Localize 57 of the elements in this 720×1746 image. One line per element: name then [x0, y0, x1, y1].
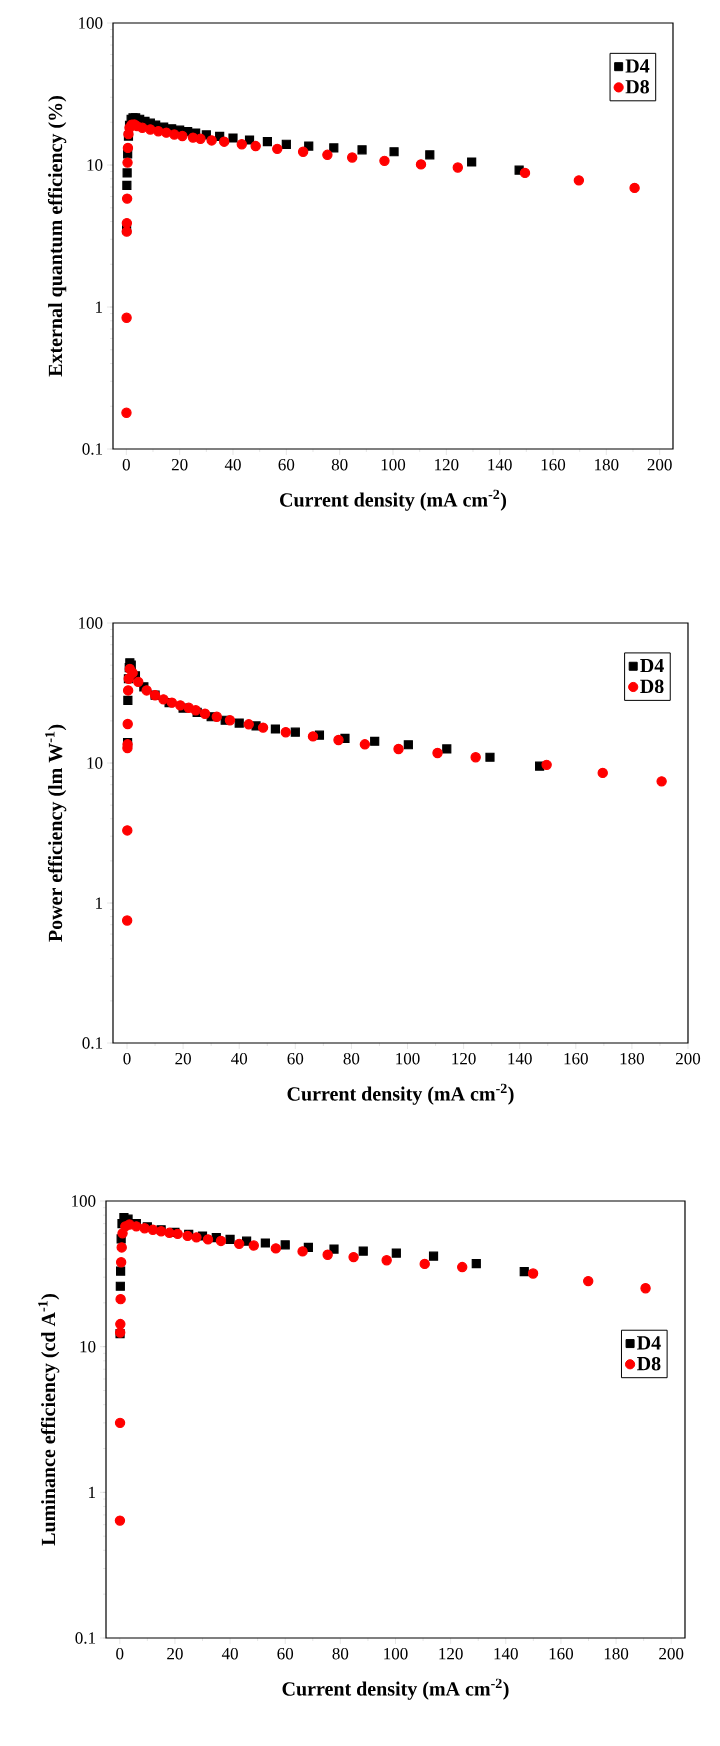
- y-tick-label: 1: [96, 897, 103, 909]
- y-tick-label: 0.1: [82, 1037, 103, 1049]
- x-tick-label: 20: [171, 458, 188, 471]
- y-tick-label: 0.1: [75, 1632, 96, 1644]
- x-tick-label: 160: [564, 1052, 588, 1065]
- y-axis-title: Luminance efficiency (cd A$^{-1}$): [38, 1294, 60, 1546]
- x-tick-label: 0: [122, 458, 130, 471]
- legend-label: D8: [637, 1356, 661, 1371]
- x-tick-label: 20: [167, 1647, 183, 1660]
- x-tick-label: 60: [287, 1052, 304, 1065]
- y-tick-label: 1: [89, 1486, 96, 1498]
- x-tick-label: 200: [676, 1052, 701, 1065]
- x-tick-label: 140: [508, 1052, 532, 1065]
- x-tick-label: 40: [231, 1052, 248, 1065]
- x-tick-label: 0: [116, 1647, 124, 1660]
- x-tick-label: 40: [221, 1647, 238, 1660]
- x-tick-label: 100: [381, 458, 406, 471]
- x-tick-label: 80: [332, 1647, 349, 1660]
- x-tick-label: 80: [343, 1052, 360, 1065]
- x-tick-label: 40: [224, 458, 241, 471]
- x-tick-label: 120: [435, 458, 459, 471]
- x-tick-label: 180: [620, 1052, 644, 1065]
- x-axis-title: Current density (mA cm$^{-2}$): [282, 1678, 509, 1700]
- y-axis-title: External quantum efficiency (%): [47, 96, 67, 377]
- x-tick-label: 160: [541, 458, 566, 471]
- y-tick-label: 10: [87, 757, 103, 769]
- y-tick-label: 100: [79, 17, 103, 29]
- x-tick-label: 0: [123, 1052, 131, 1065]
- legend-label: D8: [625, 80, 650, 94]
- x-tick-label: 180: [595, 458, 619, 471]
- x-tick-label: 100: [396, 1052, 420, 1065]
- y-tick-label: 100: [72, 1195, 96, 1207]
- legend-label: D4: [637, 1336, 661, 1350]
- x-axis-title: Current density (mA cm$^{-2}$): [287, 1083, 514, 1105]
- legend-label: D4: [625, 59, 650, 73]
- x-tick-label: 200: [647, 458, 672, 471]
- y-tick-label: 0.1: [82, 443, 103, 455]
- x-tick-label: 140: [488, 458, 512, 471]
- y-tick-label: 100: [79, 617, 103, 629]
- x-tick-label: 80: [331, 458, 348, 471]
- y-tick-label: 1: [96, 301, 103, 313]
- legend-label: D8: [640, 679, 664, 694]
- x-tick-label: 20: [175, 1052, 191, 1065]
- x-tick-label: 100: [384, 1647, 408, 1660]
- y-tick-label: 10: [87, 159, 103, 171]
- y-tick-label: 10: [80, 1340, 96, 1353]
- x-tick-label: 120: [439, 1647, 463, 1660]
- x-tick-label: 160: [549, 1647, 574, 1660]
- x-tick-label: 120: [452, 1052, 476, 1065]
- y-axis-title: Power efficiency (lm W$^{-1}$): [45, 724, 67, 942]
- x-tick-label: 140: [494, 1647, 518, 1660]
- x-tick-label: 180: [604, 1647, 629, 1660]
- x-tick-label: 200: [659, 1647, 684, 1660]
- legend-label: D4: [640, 658, 664, 673]
- x-axis-title: Current density (mA cm$^{-2}$): [280, 489, 507, 511]
- x-tick-label: 60: [277, 1647, 294, 1660]
- x-tick-label: 60: [278, 458, 295, 471]
